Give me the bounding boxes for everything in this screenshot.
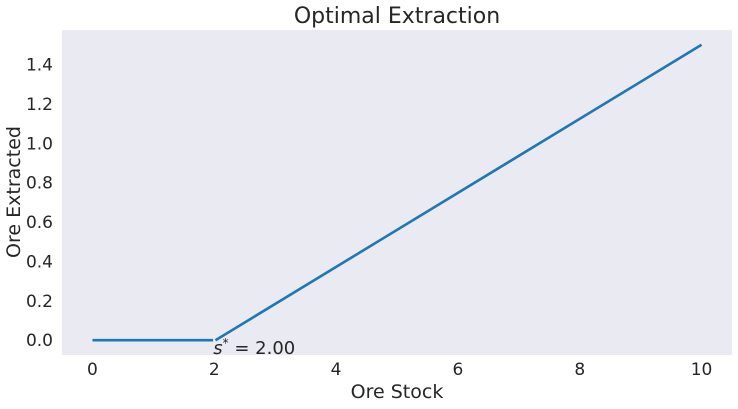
x-tick-label: 10	[691, 360, 713, 380]
x-tick-label: 0	[87, 360, 98, 380]
plot-area	[62, 30, 732, 355]
annotation-superscript: *	[223, 336, 229, 350]
y-ticks: 0.0 0.2 0.4 0.6 0.8 1.0 1.2 1.4	[26, 55, 53, 351]
y-tick-label: 0.2	[26, 292, 53, 312]
x-tick-label: 2	[209, 360, 220, 380]
annotation-text: = 2.00	[229, 338, 296, 359]
x-tick-label: 8	[574, 360, 585, 380]
annotation-symbol: s	[213, 338, 222, 359]
x-tick-label: 6	[452, 360, 463, 380]
y-tick-label: 1.0	[26, 134, 53, 154]
x-ticks: 0 2 4 6 8 10	[87, 360, 712, 380]
y-tick-label: 0.6	[26, 213, 53, 233]
y-tick-label: 1.4	[26, 55, 53, 75]
y-tick-label: 0.0	[26, 331, 53, 351]
x-axis-label: Ore Stock	[351, 381, 444, 403]
chart-title: Optimal Extraction	[294, 4, 500, 29]
annotation: s* = 2.00	[213, 336, 295, 359]
series-line-segment	[214, 43, 703, 342]
series-lines	[92, 43, 703, 342]
y-axis-label: Ore Extracted	[3, 126, 25, 258]
y-tick-label: 0.8	[26, 174, 53, 194]
y-tick-label: 1.2	[26, 95, 53, 115]
y-tick-label: 0.4	[26, 252, 53, 272]
x-tick-label: 4	[331, 360, 342, 380]
